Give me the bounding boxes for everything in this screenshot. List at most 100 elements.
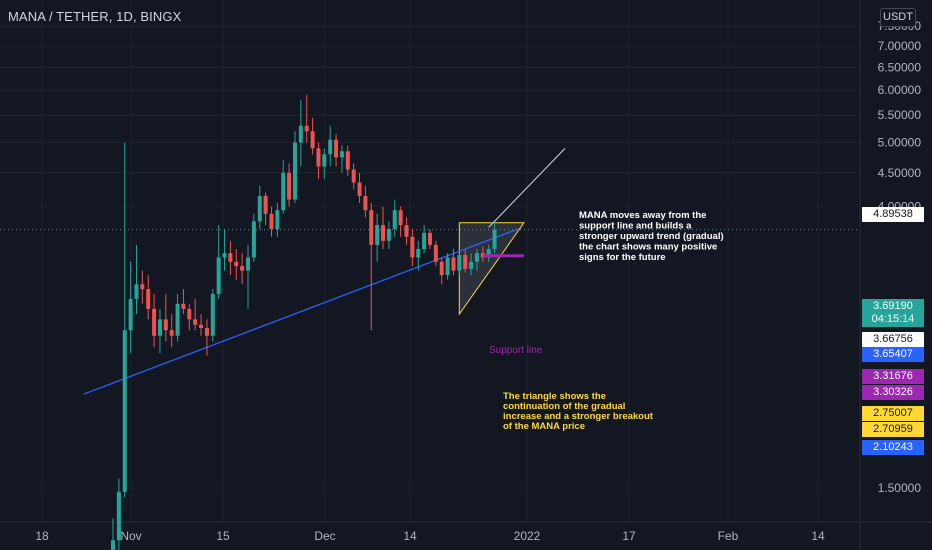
annotation-support-label: Support line — [489, 345, 543, 356]
candle-body — [322, 154, 327, 167]
candle-body — [240, 266, 245, 271]
candle-body — [204, 327, 209, 336]
candle-body — [128, 298, 133, 331]
candle-body — [199, 324, 204, 328]
price-tag-3: 3.66756 — [862, 332, 924, 347]
candle-body — [404, 225, 409, 237]
x-tick-label-5: 2022 — [514, 529, 541, 543]
x-tick-label-6: 17 — [622, 529, 636, 543]
annotation-line: MANA moves away from the — [579, 210, 706, 221]
price-tag-4: 3.65407 — [862, 347, 924, 362]
x-tick-label-4: 14 — [403, 529, 417, 543]
x-tick-label-2: 15 — [216, 529, 230, 543]
price-tag-2: 04:15:14 — [862, 312, 924, 327]
candle-body — [257, 196, 262, 222]
candle-body — [375, 225, 380, 245]
price-tag-5: 3.31676 — [862, 369, 924, 384]
candle-body — [345, 151, 350, 170]
candle-body — [451, 257, 456, 271]
candle-body — [486, 249, 491, 258]
price-tag-0: 4.89538 — [862, 207, 924, 222]
annotation-line: continuation of the gradual — [503, 401, 625, 412]
candle-body — [222, 253, 227, 258]
price-tag-6: 3.30326 — [862, 385, 924, 400]
candle-body — [439, 261, 444, 276]
price-tag-7: 2.75007 — [862, 406, 924, 421]
candle-body — [410, 236, 415, 258]
candle-body — [298, 125, 303, 143]
candle-body — [263, 196, 268, 214]
candle-body — [369, 210, 374, 245]
x-tick-label-1: Nov — [120, 529, 141, 543]
x-tick-label-0: 18 — [35, 529, 49, 543]
y-tick-label-6: 6.50000 — [878, 60, 922, 74]
candle-body — [116, 491, 121, 541]
annotation-line: increase and a stronger breakout — [503, 411, 654, 422]
triangle-pattern — [458, 222, 525, 316]
candles — [111, 95, 497, 550]
candle-body — [122, 330, 127, 492]
annotation-line: support line and builds a — [579, 221, 692, 232]
candle-body — [287, 172, 292, 200]
candle-body — [157, 319, 162, 336]
candle-body — [228, 253, 233, 262]
candle-body — [469, 261, 474, 269]
candle-body — [140, 284, 145, 290]
candle-body — [334, 139, 339, 158]
candle-body — [457, 254, 462, 271]
candle-body — [281, 172, 286, 211]
annotation-line: Support line — [489, 345, 543, 356]
candle-body — [316, 148, 321, 167]
candle-body — [445, 257, 450, 276]
trend-line — [83, 228, 519, 395]
candle-body — [492, 229, 497, 250]
candle-body — [187, 308, 192, 320]
candle-body — [351, 169, 356, 183]
candle-body — [146, 289, 151, 309]
candle-body — [433, 244, 438, 262]
candle-body — [152, 308, 157, 336]
candle-body — [275, 210, 280, 229]
candle-body — [422, 232, 427, 250]
currency-badge[interactable]: USDT — [880, 8, 916, 27]
y-tick-label-2: 4.50000 — [878, 166, 922, 180]
candle-body — [357, 182, 362, 197]
candle-body — [328, 139, 333, 155]
candle-body — [416, 249, 421, 258]
symbol-title[interactable]: MANA / TETHER, 1D, BINGX — [8, 9, 182, 24]
y-tick-label-4: 5.50000 — [878, 108, 922, 122]
candle-body — [398, 210, 403, 226]
x-tick-label-3: Dec — [314, 529, 335, 543]
annotation-line: stronger upward trend (gradual) — [579, 231, 724, 242]
candle-body — [363, 196, 368, 211]
x-tick-label-7: Feb — [718, 529, 739, 543]
candle-body — [463, 254, 468, 269]
candle-body — [163, 319, 168, 331]
candle-body — [251, 221, 256, 258]
price-tag-9: 2.10243 — [862, 440, 924, 455]
candle-body — [339, 151, 344, 158]
candle-body — [310, 131, 315, 149]
y-tick-label-3: 5.00000 — [878, 136, 922, 150]
y-tick-label-0: 1.50000 — [878, 481, 922, 495]
candle-body — [381, 225, 386, 241]
price-tag-8: 2.70959 — [862, 422, 924, 437]
candle-body — [175, 303, 180, 336]
x-tick-label-8: 14 — [811, 529, 825, 543]
candle-body — [304, 125, 309, 132]
candle-body — [111, 540, 115, 550]
candle-body — [216, 257, 221, 294]
annotation-line: the chart shows many positive — [579, 242, 717, 253]
candle-body — [392, 210, 397, 229]
annotation-line: The triangle shows the — [503, 391, 606, 402]
annotation-line: signs for the future — [579, 252, 666, 263]
candle-body — [134, 284, 139, 299]
candle-body — [169, 330, 174, 336]
grid-lines — [0, 0, 860, 522]
y-tick-label-5: 6.00000 — [878, 83, 922, 97]
annotation-line: of the MANA price — [503, 421, 585, 432]
candle-body — [427, 232, 432, 245]
candle-body — [193, 319, 198, 325]
